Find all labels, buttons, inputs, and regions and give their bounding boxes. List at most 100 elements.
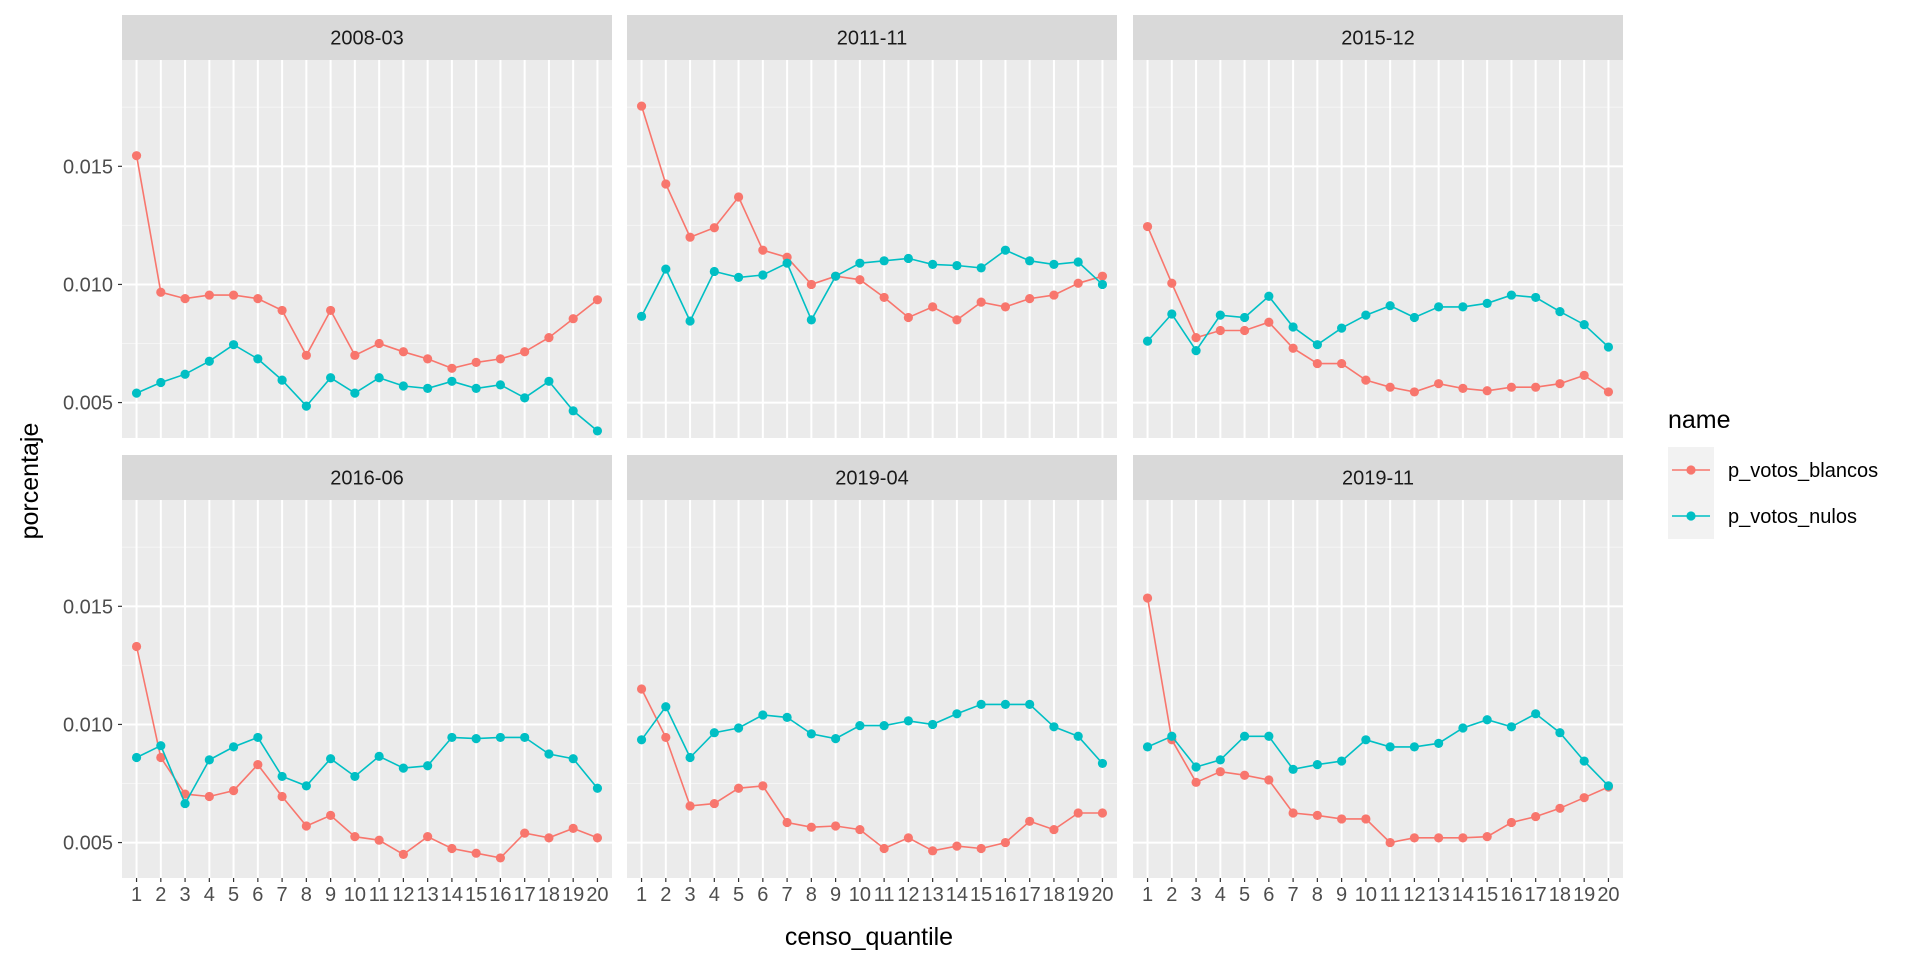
x-tick-label: 11 (874, 884, 895, 906)
x-tick-label: 2 (1166, 884, 1177, 906)
data-point-p_votos_nulos (636, 735, 647, 745)
data-point-p_votos_nulos (131, 388, 142, 398)
x-tick-label: 6 (252, 884, 263, 906)
x-tick-label: 7 (277, 884, 288, 906)
data-point-p_votos_blancos (782, 817, 792, 828)
x-tick-label: 17 (1019, 884, 1041, 906)
data-point-p_votos_blancos (1482, 386, 1492, 396)
data-point-p_votos_nulos (1579, 320, 1589, 330)
data-point-p_votos_nulos (928, 719, 938, 730)
data-point-p_votos_blancos (495, 853, 506, 863)
data-point-p_votos_blancos (326, 305, 336, 316)
facet-panel: 2019-041 2 3 4 5 6 7 8 9 10 11 12 13 14 15 16 17 18 19 20 (627, 455, 1117, 906)
data-point-p_votos_blancos (204, 791, 214, 802)
data-point-p_votos_blancos (1264, 317, 1274, 327)
data-point-p_votos_blancos (952, 315, 962, 325)
data-point-p_votos_blancos (204, 290, 214, 300)
data-point-p_votos_blancos (733, 192, 744, 202)
data-point-p_votos_nulos (326, 373, 336, 383)
data-point-p_votos_nulos (568, 406, 578, 416)
data-point-p_votos_nulos (1025, 256, 1035, 266)
x-tick-label: 7 (782, 884, 793, 906)
data-point-p_votos_nulos (520, 393, 530, 403)
data-point-p_votos_nulos (733, 272, 744, 282)
data-point-p_votos_blancos (1434, 833, 1444, 843)
data-point-p_votos_nulos (1337, 756, 1347, 766)
data-point-p_votos_blancos (928, 302, 938, 312)
data-point-p_votos_nulos (568, 754, 578, 764)
data-point-p_votos_blancos (326, 810, 336, 820)
y-tick-label: 0.010 (63, 274, 113, 296)
data-point-p_votos_blancos (1288, 343, 1298, 353)
data-point-p_votos_blancos (636, 101, 647, 111)
data-point-p_votos_blancos (1434, 379, 1444, 389)
data-point-p_votos_blancos (1025, 294, 1035, 304)
data-point-p_votos_nulos (374, 373, 384, 383)
panel-background (627, 500, 1117, 878)
x-tick-label: 5 (228, 884, 239, 906)
data-point-p_votos_nulos (733, 723, 744, 733)
x-tick-label: 18 (1043, 884, 1065, 906)
data-point-p_votos_nulos (952, 709, 962, 719)
data-point-p_votos_blancos (277, 791, 287, 802)
panel-background (1133, 500, 1623, 878)
x-tick-label: 1 (1142, 884, 1153, 906)
x-tick-label: 2 (660, 884, 671, 906)
facet-strip (1133, 15, 1623, 60)
data-point-p_votos_blancos (131, 151, 142, 161)
data-point-p_votos_nulos (1215, 755, 1225, 765)
data-point-p_votos_blancos (952, 841, 962, 851)
x-tick-label: 3 (685, 884, 696, 906)
x-tick-label: 17 (1525, 884, 1547, 906)
data-point-p_votos_nulos (879, 721, 889, 731)
data-point-p_votos_nulos (1603, 342, 1614, 352)
data-point-p_votos_blancos (1506, 382, 1517, 392)
x-tick-label: 8 (301, 884, 312, 906)
data-point-p_votos_blancos (301, 821, 311, 831)
data-point-p_votos_blancos (903, 833, 913, 843)
data-point-p_votos_nulos (495, 732, 506, 743)
facet-panel: 2008-03 0.005 0.010 0.015 (63, 15, 612, 438)
data-point-p_votos_nulos (1142, 336, 1153, 346)
data-point-p_votos_nulos (1385, 301, 1395, 311)
x-tick-label: 13 (1428, 884, 1450, 906)
data-point-p_votos_blancos (1409, 833, 1419, 843)
data-point-p_votos_blancos (253, 294, 263, 304)
legend-label: p_votos_nulos (1728, 506, 1857, 528)
data-point-p_votos_blancos (131, 641, 142, 652)
data-point-p_votos_nulos (1215, 310, 1225, 320)
data-point-p_votos_nulos (758, 270, 768, 280)
data-point-p_votos_nulos (1458, 302, 1468, 312)
data-point-p_votos_blancos (1531, 811, 1541, 822)
data-point-p_votos_nulos (350, 388, 360, 398)
x-tick-label: 15 (1476, 884, 1498, 906)
data-point-p_votos_blancos (1191, 777, 1201, 787)
data-point-p_votos_blancos (1579, 793, 1589, 803)
data-point-p_votos_nulos (471, 383, 481, 393)
x-tick-label: 14 (1452, 884, 1474, 906)
x-tick-label: 4 (709, 884, 720, 906)
data-point-p_votos_nulos (1531, 709, 1541, 719)
data-point-p_votos_blancos (1239, 325, 1250, 336)
data-point-p_votos_blancos (592, 295, 603, 305)
data-point-p_votos_blancos (685, 232, 695, 242)
x-tick-label: 11 (1380, 884, 1401, 906)
data-point-p_votos_nulos (471, 734, 481, 744)
data-point-p_votos_blancos (156, 287, 166, 297)
data-point-p_votos_blancos (447, 843, 457, 854)
data-point-p_votos_blancos (1312, 358, 1322, 369)
data-point-p_votos_nulos (398, 381, 408, 391)
facet-strip-label: 2011-11 (837, 28, 907, 50)
data-point-p_votos_blancos (374, 338, 384, 349)
data-point-p_votos_nulos (423, 383, 433, 393)
data-point-p_votos_nulos (204, 356, 214, 366)
data-point-p_votos_nulos (1049, 259, 1059, 269)
data-point-p_votos_blancos (544, 332, 554, 343)
data-point-p_votos_blancos (733, 783, 744, 793)
data-point-p_votos_nulos (976, 263, 986, 273)
x-tick-label: 5 (733, 884, 744, 906)
data-point-p_votos_nulos (131, 752, 142, 763)
data-point-p_votos_nulos (1049, 722, 1059, 732)
data-point-p_votos_blancos (1191, 332, 1201, 343)
